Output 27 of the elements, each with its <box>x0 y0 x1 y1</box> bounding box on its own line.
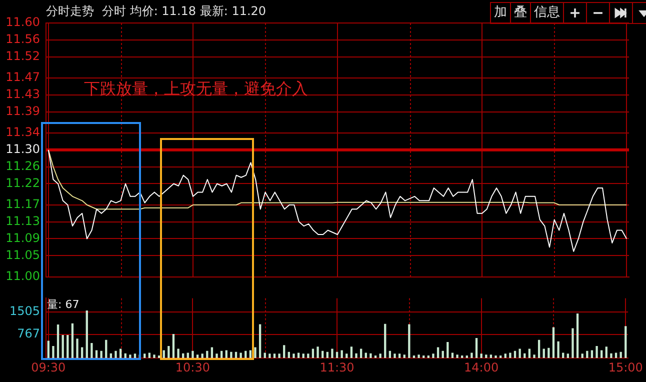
y-tick-label: 11.17 <box>6 197 40 212</box>
y-tick-label: 11.05 <box>6 248 40 262</box>
y-tick-label: 11.60 <box>6 15 40 30</box>
y-tick-label: 11.26 <box>6 158 40 173</box>
y-tick-label: 11.47 <box>6 70 40 84</box>
text: 信息 <box>531 3 564 23</box>
text: 叠 <box>511 3 531 23</box>
y-tick-label: 11.39 <box>6 104 40 118</box>
y-tick-label: 11.00 <box>6 268 40 283</box>
y-tick-label: 11.30 <box>6 142 40 156</box>
y-tick-label: 1505 <box>9 304 40 318</box>
y-tick-label: 11.52 <box>6 48 40 63</box>
text: 加 <box>491 3 511 23</box>
y-tick-label: 767 <box>17 326 40 341</box>
x-tick-label: 09:30 <box>31 360 66 374</box>
y-tick-label: 11.56 <box>6 32 40 46</box>
chart-title: 分时走势 <box>46 4 94 18</box>
y-tick-label: 11.43 <box>6 87 40 102</box>
x-tick-label: 11:30 <box>320 360 354 374</box>
x-tick-label: 14:00 <box>464 360 499 374</box>
y-tick-label: 11.09 <box>6 230 40 245</box>
y-tick-label: 11.22 <box>6 176 40 190</box>
chart-subtitle: 分时 均价: 11.18 最新: 11.20 <box>102 4 266 18</box>
x-tick-label: 15:00 <box>608 360 643 374</box>
y-tick-label: 11.13 <box>6 214 40 228</box>
y-tick-label: 11.34 <box>6 125 40 140</box>
x-tick-label: 10:30 <box>175 360 210 374</box>
